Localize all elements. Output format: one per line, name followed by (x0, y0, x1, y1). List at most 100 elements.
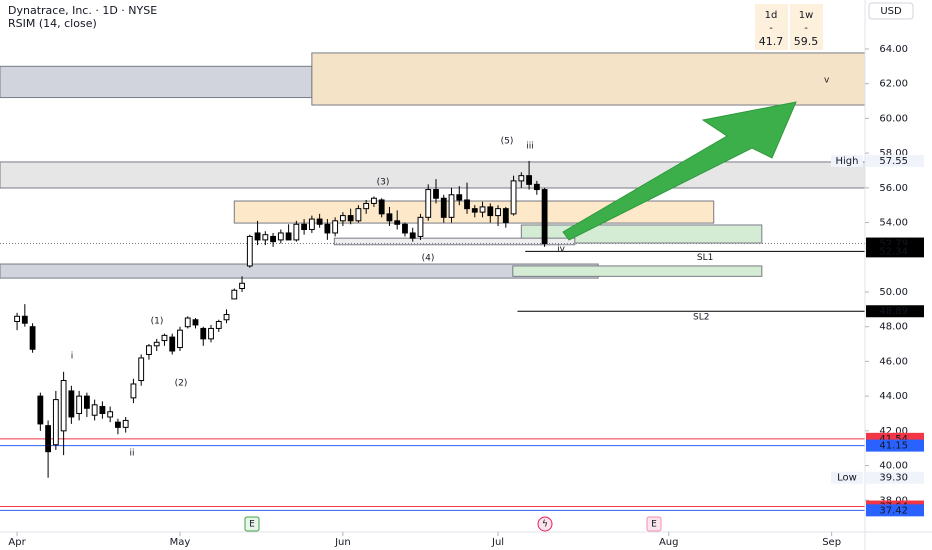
candle-body (316, 218, 323, 225)
candle-body (270, 235, 276, 243)
candle-body (14, 315, 20, 322)
candle-body (479, 206, 486, 213)
candle-body (347, 215, 354, 222)
candle-body (107, 411, 114, 418)
levels (0, 243, 865, 511)
candle-body (378, 199, 385, 215)
currency-button[interactable] (868, 2, 914, 20)
candle-body (29, 326, 36, 350)
candle-body (254, 232, 261, 241)
chart-subtitle: RSIM (14, close) (8, 17, 97, 30)
wave-label: iv (557, 245, 566, 255)
level-note: SL1 (697, 253, 713, 263)
price-tag-label: 48.89 (879, 306, 908, 317)
wave-label: (4) (422, 254, 435, 264)
x-tick-label: Aug (659, 537, 679, 548)
x-tick-label: Apr (8, 537, 26, 548)
candle-body (21, 315, 28, 324)
wave-label: (3) (377, 178, 390, 188)
candle-body (146, 345, 152, 355)
candle-body (37, 395, 44, 425)
rsi-change: - (769, 23, 773, 34)
candle-body (130, 383, 137, 399)
candle-body (192, 319, 199, 326)
candle-body (122, 419, 129, 428)
candle-body (332, 220, 339, 234)
candle-body (293, 223, 300, 241)
candle-body (262, 234, 269, 241)
candle-body (308, 218, 315, 230)
price-tag-label: 37.42 (879, 505, 908, 516)
candle-body (433, 189, 439, 199)
dividend-icon[interactable] (537, 516, 553, 532)
rsi-box (790, 4, 823, 50)
price-tag (866, 504, 924, 517)
candle-body (417, 216, 424, 237)
arrow (562, 101, 797, 241)
candle-body (425, 189, 432, 218)
candle-body (184, 317, 191, 328)
x-tick-label: Jun (334, 537, 351, 548)
chevron: v (824, 76, 830, 86)
candle-body (339, 215, 346, 222)
candle-body (52, 399, 59, 446)
candle-body (200, 327, 207, 340)
rsi-value: 59.5 (794, 35, 819, 48)
earnings-icon-text: E (249, 520, 255, 530)
candle-body (409, 232, 416, 239)
price-tag (866, 471, 924, 484)
candles (14, 160, 548, 478)
zone (0, 65, 313, 99)
candle-body (518, 175, 525, 182)
currency[interactable]: USD (880, 6, 902, 17)
y-tick-label: 44.00 (879, 391, 908, 402)
y-tick-label: 48.00 (879, 322, 908, 333)
wave-label: ii (129, 449, 134, 459)
candle-body (277, 232, 284, 241)
price-tag-name: High (836, 156, 859, 167)
wave-label: (1) (151, 317, 164, 327)
candle-body (440, 197, 447, 218)
earnings-icon[interactable] (244, 516, 260, 532)
dividend-icon-text: ϟ (542, 520, 548, 530)
price-tag (866, 439, 924, 452)
target-arrow (562, 101, 797, 241)
candle-body (153, 341, 160, 347)
candle-body (60, 380, 67, 432)
candle-body (239, 282, 245, 290)
price-tag-name-bg (831, 471, 863, 484)
x-tick-label: May (170, 537, 191, 548)
candle-body (169, 336, 176, 352)
level-note: SL2 (693, 313, 709, 323)
candle-body (231, 289, 238, 300)
candle-body (464, 199, 470, 210)
y-tick-label: 64.00 (879, 44, 908, 55)
candle-body (301, 223, 308, 230)
candle-body (363, 202, 370, 210)
zone (512, 265, 763, 277)
price-tag (866, 154, 924, 167)
earnings-icon[interactable] (646, 516, 662, 532)
price-tag-name-bg (831, 154, 863, 167)
candle-body (371, 197, 377, 204)
y-tick-label: 62.00 (879, 79, 908, 90)
candle-body (99, 406, 106, 414)
candle-body (402, 223, 408, 234)
axes: 64.00 62.00 60.00 58.00 56.00 54.00 50.00 48.00… (8, 44, 924, 548)
candle-body (487, 206, 494, 217)
candle-body (394, 220, 401, 225)
candle-body (526, 175, 532, 185)
candle-body (471, 208, 478, 213)
price-tag (866, 305, 924, 318)
y-tick-label: 42.00 (879, 426, 908, 437)
candle-body (83, 395, 90, 409)
y-tick-label: 58.00 (879, 148, 908, 159)
candle-body (495, 208, 501, 217)
zone (333, 237, 576, 246)
rsi-box (755, 4, 788, 50)
candle-body (161, 334, 168, 342)
candle-body (208, 327, 214, 340)
